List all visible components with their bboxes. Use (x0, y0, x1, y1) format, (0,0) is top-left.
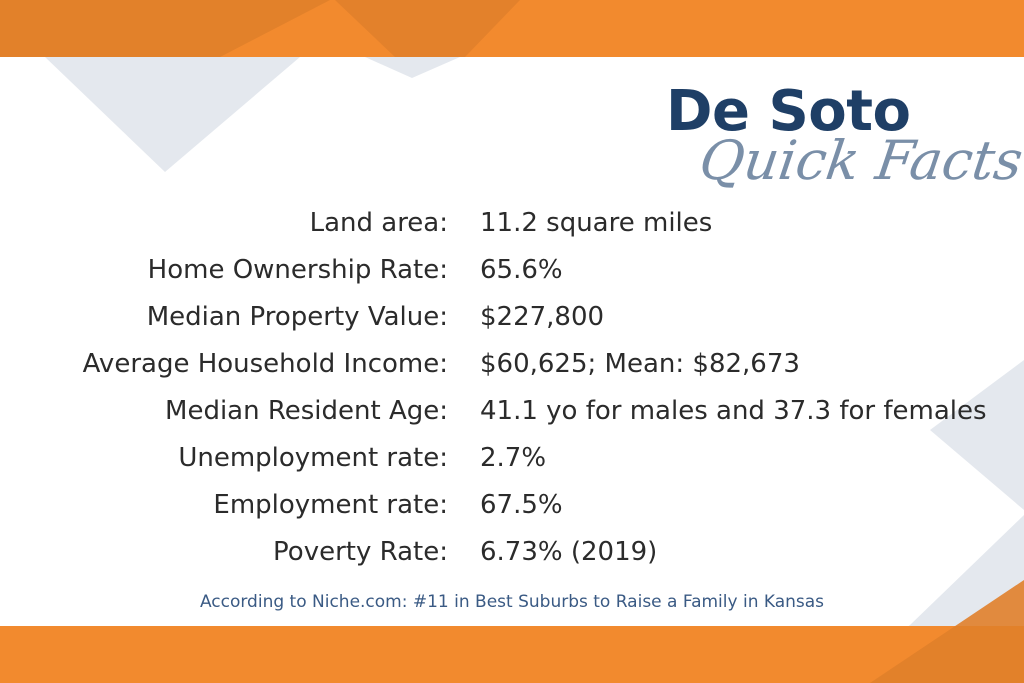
facts-list: Land area: 11.2 square miles Home Owners… (0, 200, 1024, 576)
top-orange-shade-left (0, 0, 330, 57)
fact-value: 6.73% (2019) (480, 537, 658, 567)
fact-value: 67.5% (480, 490, 563, 520)
fact-label: Land area: (309, 208, 448, 238)
bottom-orange-shade-right (870, 580, 1024, 683)
page-title: De Soto (666, 79, 911, 144)
fact-label: Median Property Value: (146, 302, 448, 332)
gray-triangle-right (930, 360, 1024, 510)
fact-row-employment: Employment rate: 67.5% (0, 482, 1024, 529)
fact-value: $227,800 (480, 302, 605, 332)
fact-value: 2.7% (480, 443, 547, 473)
source-footnote: According to Niche.com: #11 in Best Subu… (199, 592, 825, 612)
top-orange-shade-mid (335, 0, 520, 57)
fact-row-resident-age: Median Resident Age: 41.1 yo for males a… (0, 388, 1024, 435)
gray-triangle-top-left (45, 57, 300, 172)
fact-label: Median Resident Age: (165, 396, 448, 426)
fact-row-poverty: Poverty Rate: 6.73% (2019) (0, 529, 1024, 576)
fact-value: 11.2 square miles (480, 208, 713, 238)
fact-row-land-area: Land area: 11.2 square miles (0, 200, 1024, 247)
fact-value: 41.1 yo for males and 37.3 for females (480, 396, 987, 426)
fact-row-property-value: Median Property Value: $227,800 (0, 294, 1024, 341)
fact-value: 65.6% (480, 255, 563, 285)
fact-label: Unemployment rate: (178, 443, 448, 473)
fact-label: Employment rate: (213, 490, 448, 520)
page-subtitle: Quick Facts (695, 129, 1024, 192)
fact-row-home-ownership: Home Ownership Rate: 65.6% (0, 247, 1024, 294)
fact-label: Home Ownership Rate: (147, 255, 448, 285)
fact-row-unemployment: Unemployment rate: 2.7% (0, 435, 1024, 482)
fact-row-household-income: Average Household Income: $60,625; Mean:… (0, 341, 1024, 388)
fact-value: $60,625; Mean: $82,673 (480, 349, 800, 379)
fact-label: Poverty Rate: (273, 537, 448, 567)
gray-triangle-top-mid (365, 57, 460, 78)
fact-label: Average Household Income: (82, 349, 448, 379)
bottom-orange-band (0, 626, 1024, 683)
